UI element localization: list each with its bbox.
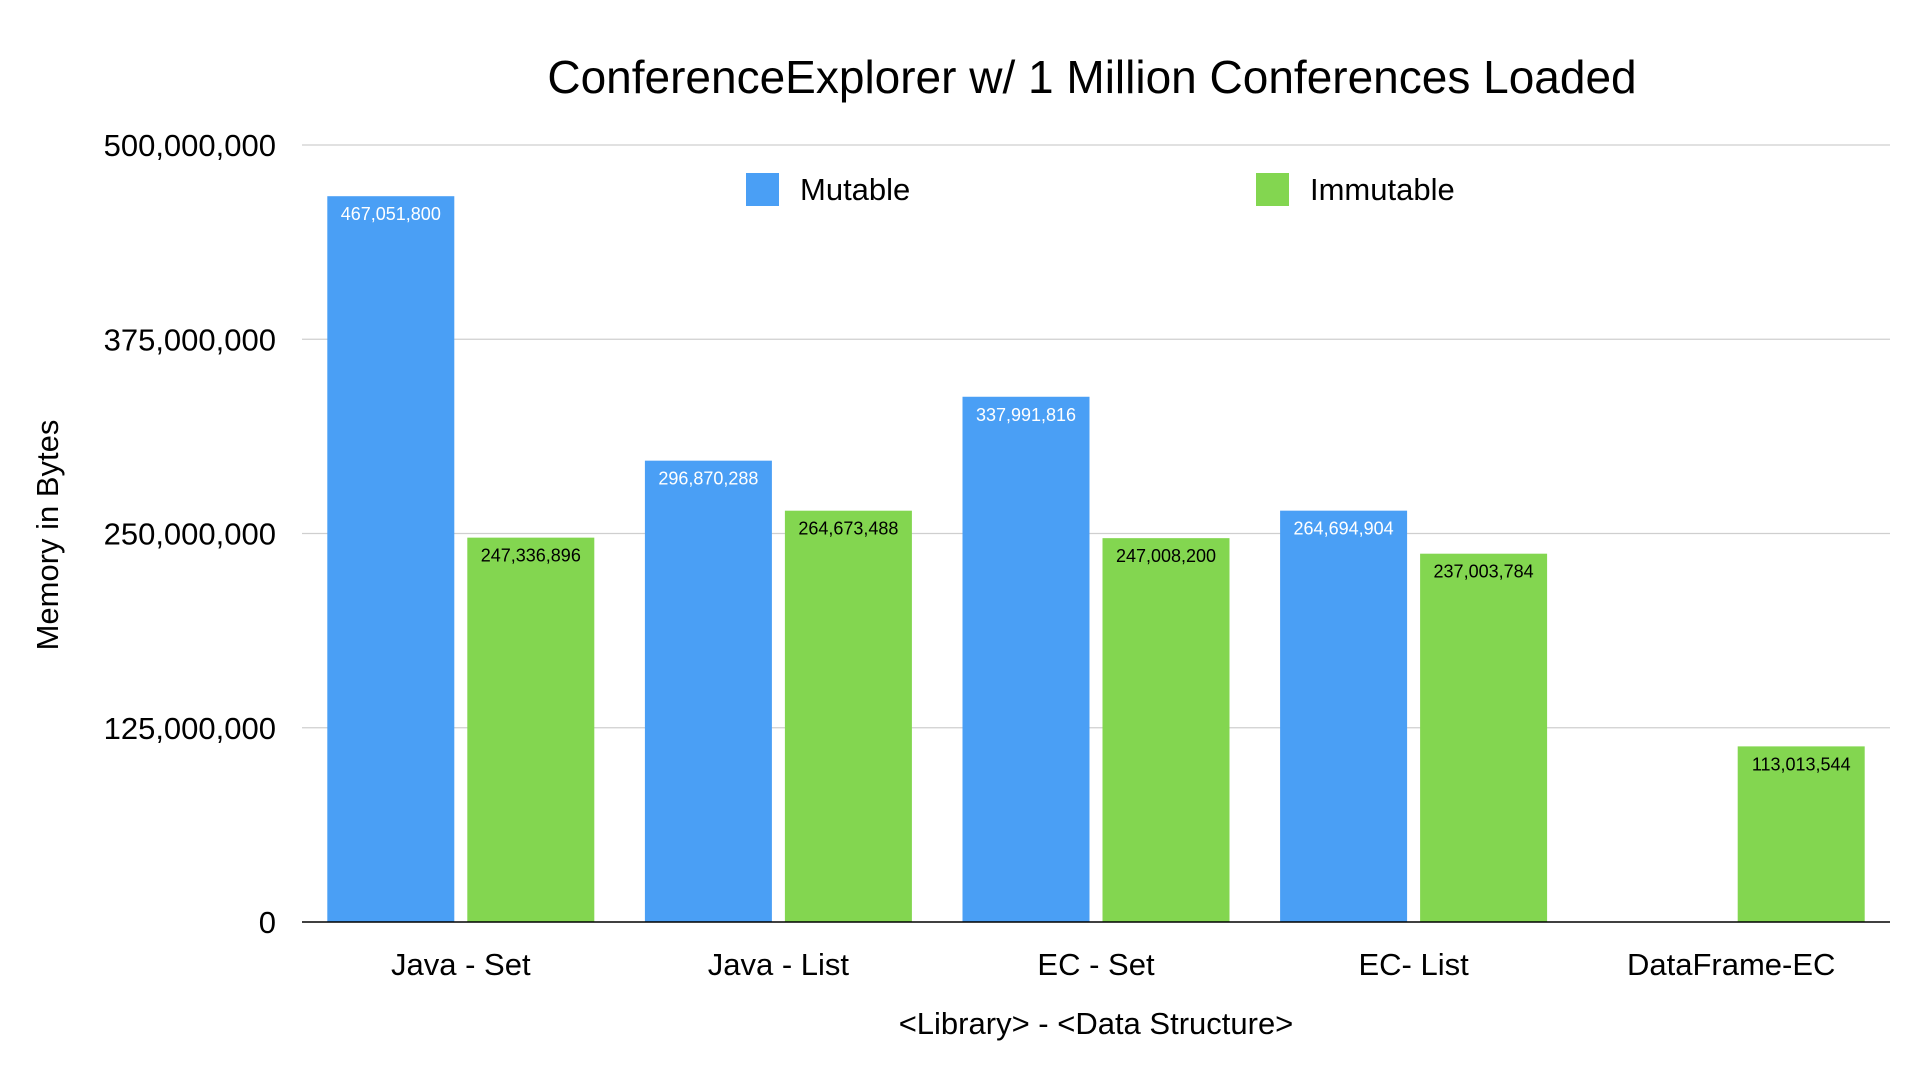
gridlines: [302, 144, 1890, 729]
bar-mutable-1: [644, 460, 772, 922]
y-tick-label: 125,000,000: [104, 711, 276, 746]
bar-mutable-3: [1280, 510, 1408, 922]
x-tick-label: Java - Set: [391, 947, 531, 982]
data-label: 247,008,200: [1116, 546, 1216, 566]
bar-immutable-0: [467, 537, 595, 922]
bar-immutable-3: [1420, 553, 1548, 922]
x-tick-label: EC- List: [1358, 947, 1469, 982]
bar-mutable-0: [327, 196, 455, 922]
data-label: 237,003,784: [1434, 562, 1534, 582]
legend-label-immutable: Immutable: [1310, 172, 1455, 207]
legend: Mutable Immutable: [746, 172, 1455, 207]
bar-immutable-1: [784, 510, 912, 922]
legend-swatch-mutable: [746, 173, 779, 206]
x-tick-label: Java - List: [708, 947, 850, 982]
chart-title: ConferenceExplorer w/ 1 Million Conferen…: [547, 51, 1636, 103]
data-label: 264,694,904: [1294, 519, 1394, 539]
x-tick-label: DataFrame-EC: [1627, 947, 1835, 982]
x-axis-label: <Library> - <Data Structure>: [899, 1006, 1294, 1041]
y-tick-label: 0: [259, 905, 276, 940]
data-label: 337,991,816: [976, 405, 1076, 425]
legend-swatch-immutable: [1256, 173, 1289, 206]
legend-label-mutable: Mutable: [800, 172, 910, 207]
bar-immutable-4: [1737, 746, 1865, 922]
y-tick-label: 375,000,000: [104, 322, 276, 357]
bar-mutable-2: [962, 396, 1090, 922]
bar-immutable-2: [1102, 538, 1230, 922]
y-axis-ticks: 0 125,000,000 250,000,000 375,000,000 500,00…: [104, 128, 276, 940]
bars: [327, 196, 1865, 922]
y-tick-label: 500,000,000: [104, 128, 276, 163]
x-axis-ticks: Java - Set Java - List EC - Set EC- List Dat…: [391, 947, 1835, 982]
y-axis-label: Memory in Bytes: [30, 420, 65, 651]
data-label: 296,870,288: [658, 469, 758, 489]
x-tick-label: EC - Set: [1037, 947, 1155, 982]
y-tick-label: 250,000,000: [104, 517, 276, 552]
data-label: 247,336,896: [481, 546, 581, 566]
data-labels: 467,051,800 247,336,896 296,870,288 264,673…: [341, 204, 1851, 774]
data-label: 467,051,800: [341, 204, 441, 224]
data-label: 113,013,544: [1752, 754, 1851, 774]
data-label: 264,673,488: [798, 519, 898, 539]
